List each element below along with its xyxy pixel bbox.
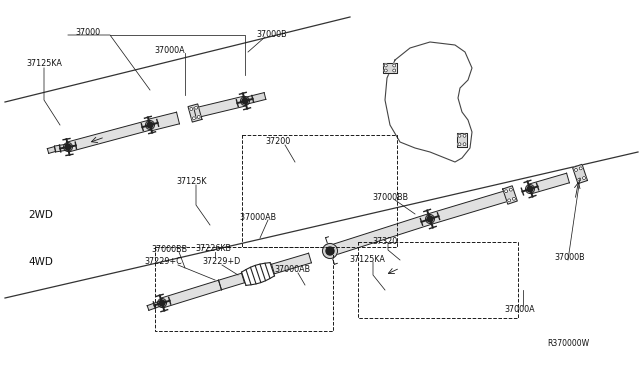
Circle shape <box>582 177 586 180</box>
Circle shape <box>504 190 508 193</box>
Polygon shape <box>529 173 570 194</box>
Polygon shape <box>67 120 151 152</box>
Text: 37125KA: 37125KA <box>349 254 385 263</box>
Text: 37125K: 37125K <box>177 176 207 186</box>
Circle shape <box>323 244 337 259</box>
Polygon shape <box>244 93 266 105</box>
Circle shape <box>427 216 433 222</box>
Circle shape <box>242 98 248 104</box>
Bar <box>242 135 397 247</box>
Text: 37226KB: 37226KB <box>195 244 231 253</box>
Circle shape <box>159 300 165 306</box>
Circle shape <box>508 199 511 202</box>
Circle shape <box>65 144 71 150</box>
Text: 37000AB: 37000AB <box>274 266 310 275</box>
Text: 4WD: 4WD <box>28 257 53 267</box>
Text: 37320: 37320 <box>372 237 397 246</box>
Text: 37125KA: 37125KA <box>26 58 62 67</box>
Bar <box>358 242 518 318</box>
Text: 37000: 37000 <box>76 28 100 36</box>
Circle shape <box>463 134 466 137</box>
Polygon shape <box>383 63 397 73</box>
Text: 37000BB: 37000BB <box>372 192 408 202</box>
Polygon shape <box>54 144 68 152</box>
Circle shape <box>193 117 195 120</box>
Polygon shape <box>502 186 517 204</box>
Circle shape <box>195 106 198 109</box>
Circle shape <box>326 247 334 255</box>
Circle shape <box>513 197 515 200</box>
Circle shape <box>147 122 153 128</box>
Circle shape <box>393 64 396 67</box>
Text: ​37000AB: ​37000AB <box>240 212 276 221</box>
Circle shape <box>575 169 577 171</box>
Polygon shape <box>218 273 244 290</box>
Text: 2WD: 2WD <box>28 210 53 220</box>
Polygon shape <box>428 190 511 224</box>
Circle shape <box>458 143 461 146</box>
Polygon shape <box>147 301 163 310</box>
Circle shape <box>393 69 396 72</box>
Bar <box>155 247 333 331</box>
Circle shape <box>509 188 513 191</box>
Polygon shape <box>194 96 246 118</box>
Circle shape <box>578 178 580 181</box>
Text: 37000A: 37000A <box>505 305 535 314</box>
Circle shape <box>384 69 387 72</box>
Polygon shape <box>271 253 312 274</box>
Polygon shape <box>148 112 179 131</box>
Text: 37000B: 37000B <box>257 29 287 38</box>
Circle shape <box>190 108 193 110</box>
Text: 37229+C: 37229+C <box>144 257 182 266</box>
Polygon shape <box>457 133 467 147</box>
Text: 37200: 37200 <box>266 137 291 145</box>
Polygon shape <box>573 164 588 184</box>
Polygon shape <box>188 104 202 122</box>
Polygon shape <box>161 280 221 308</box>
Circle shape <box>197 115 200 118</box>
Text: R370000W: R370000W <box>547 340 589 349</box>
Circle shape <box>527 186 533 192</box>
Text: 37000A: 37000A <box>155 45 186 55</box>
Circle shape <box>579 167 582 170</box>
Text: 37000BB: 37000BB <box>151 244 187 253</box>
Polygon shape <box>47 147 56 153</box>
Text: 37000B: 37000B <box>555 253 586 262</box>
Circle shape <box>463 143 466 146</box>
Circle shape <box>384 64 387 67</box>
Text: 37229+D: 37229+D <box>203 257 241 266</box>
Circle shape <box>458 134 461 137</box>
Polygon shape <box>328 214 431 256</box>
